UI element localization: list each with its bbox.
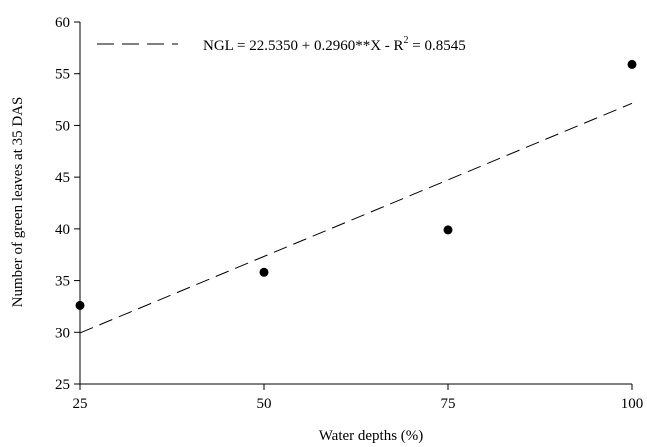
y-tick-label: 30 — [55, 325, 70, 341]
legend: NGL = 22.5350 + 0.2960**X - R2 = 0.8545 — [97, 35, 466, 54]
x-tick-label: 100 — [621, 396, 644, 412]
x-tick-label: 25 — [73, 396, 88, 412]
y-tick-label: 40 — [55, 222, 70, 238]
data-point — [259, 267, 269, 277]
regression-line — [79, 102, 633, 334]
data-point — [443, 225, 453, 235]
y-tick-label: 35 — [55, 274, 70, 290]
y-tick-label: 25 — [55, 377, 70, 393]
data-points — [75, 59, 637, 310]
data-point — [75, 300, 85, 310]
data-point — [627, 59, 637, 69]
x-ticks — [79, 384, 633, 390]
legend-equation-main: NGL = 22.5350 + 0.2960**X - R — [203, 38, 404, 54]
legend-equation-superscript: 2 — [404, 35, 409, 46]
x-tick-label: 75 — [441, 396, 456, 412]
x-axis-label: Water depths (%) — [319, 428, 424, 444]
x-tick-label: 50 — [257, 396, 272, 412]
y-tick-label: 60 — [55, 15, 70, 31]
y-tick-label: 45 — [55, 170, 70, 186]
y-axis-label: Number of green leaves at 35 DAS — [10, 97, 26, 308]
y-tick-label: 55 — [55, 67, 70, 83]
y-ticks — [74, 21, 80, 385]
regression — [79, 102, 633, 334]
y-tick-label: 50 — [55, 118, 70, 134]
x-tick-labels: 25 50 75 100 — [73, 396, 644, 412]
legend-equation-tail: = 0.8545 — [409, 38, 466, 54]
y-tick-labels: 25 30 35 40 45 50 55 60 — [55, 15, 70, 393]
legend-equation: NGL = 22.5350 + 0.2960**X - R2 = 0.8545 — [203, 35, 466, 54]
